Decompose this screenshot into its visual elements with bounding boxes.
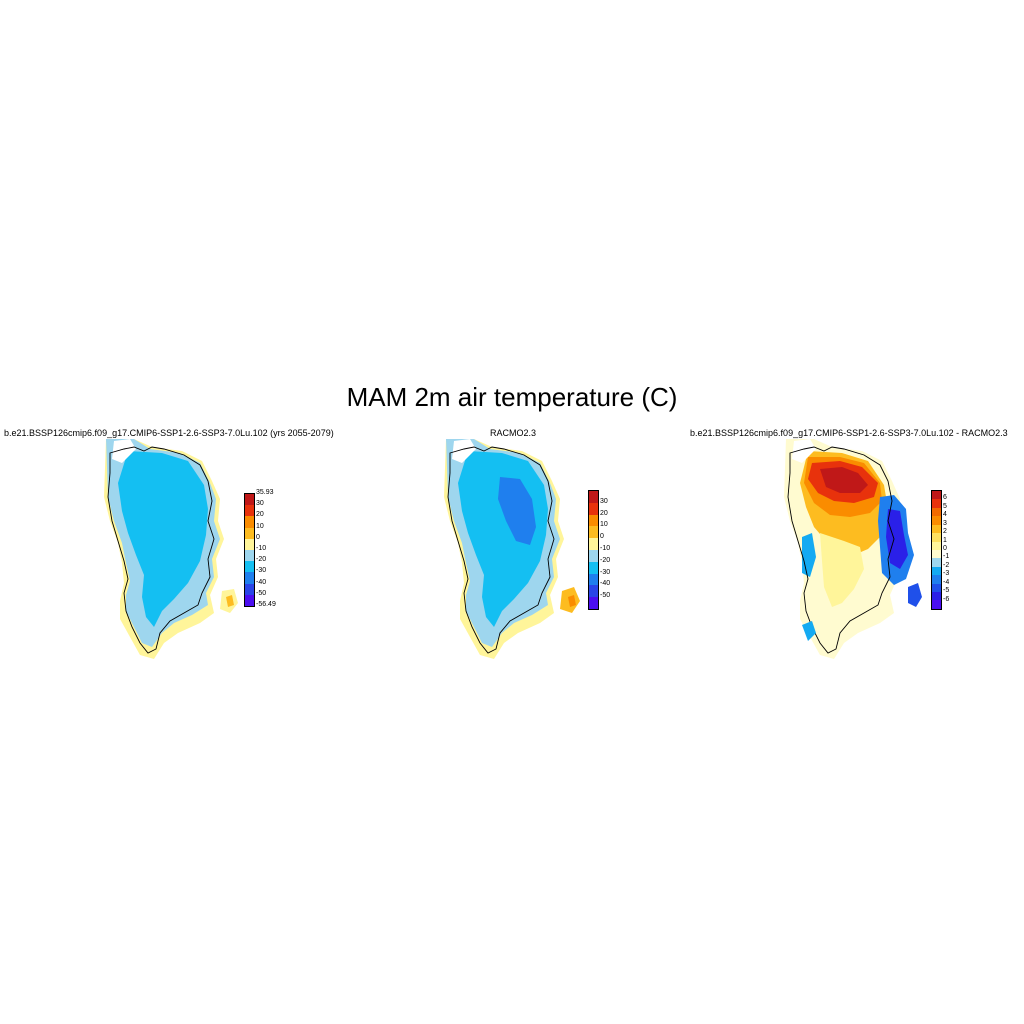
colorbar-tick-label: -6 [943,595,950,603]
colorbar-swatch [245,561,254,573]
colorbar-swatch [932,499,941,508]
colorbar-swatch [589,538,598,550]
colorbar-tick-label: -1 [943,553,950,561]
colorbar-tick-label: -3 [943,570,950,578]
colorbar-tick-label: -50 [600,592,611,600]
colorbar-tick-label: 20 [256,511,264,519]
colorbar-tick-label: -5 [943,587,950,595]
colorbar-swatch [589,597,598,609]
colorbar-swatch [932,533,941,542]
colorbar-swatch [245,572,254,584]
colorbar-tick-label: 30 [256,500,264,508]
colorbar-tick-label: -20 [600,556,611,564]
colorbar-swatch [245,549,254,562]
colorbar-swatch [932,592,941,601]
colorbar-tick-label: 20 [600,509,608,517]
colorbar-swatch [932,583,941,593]
colorbar-swatch [932,491,941,500]
colorbar-tick-label: 3 [943,519,947,527]
colorbar-tick-label: 1 [943,536,947,544]
colorbar-tick-label: -56.49 [256,601,276,608]
colorbar-tick-label: 10 [256,522,264,530]
colorbar-tick-label: 0 [943,545,947,552]
colorbar-tick-label: 2 [943,528,947,536]
colorbar-tick-label: 6 [943,494,947,502]
colorbar-swatch [245,516,254,528]
greenland-map-diff [784,439,922,659]
colorbar-swatch [589,514,598,527]
colorbar-swatch [932,524,941,534]
colorbar-tick-label: -4 [943,578,950,586]
panel-title-obs: RACMO2.3 [490,428,537,438]
colorbar-obs [588,490,599,610]
colorbar-tick-label: 5 [943,502,947,510]
colorbar-model [244,493,255,607]
colorbar-swatch [245,494,254,506]
panel-title-diff: b.e21.BSSP126cmip6.f09_g17.CMIP6-SSP1-2.… [690,428,1008,438]
colorbar-tick-label: -50 [256,589,267,597]
colorbar-swatch [932,541,941,550]
colorbar-swatch [589,549,598,562]
colorbar-tick-label: 30 [600,497,608,505]
greenland-map-obs [444,439,580,659]
colorbar-swatch [932,566,941,576]
colorbar-swatch [589,573,598,586]
colorbar-swatch [932,516,941,525]
colorbar-tick-label: -2 [943,561,950,569]
panel-title-model: b.e21.BSSP126cmip6.f09_g17.CMIP6-SSP1-2.… [4,428,334,438]
colorbar-swatch [245,594,254,606]
colorbar-tick-label: -30 [256,567,267,575]
colorbar-swatch [932,507,941,517]
colorbar-tick-label: 10 [600,521,608,529]
colorbar-swatch [589,491,598,503]
colorbar-tick-label: -10 [256,545,267,552]
greenland-map-model [104,439,238,659]
colorbar-tick-label: 0 [256,533,260,541]
colorbar-tick-label: 0 [600,533,604,541]
colorbar-tick-label: -40 [600,580,611,588]
colorbar-tick-label: 4 [943,511,947,519]
colorbar-tick-label: 35.93 [256,489,274,496]
colorbar-swatch [589,585,598,598]
colorbar-tick-label: -40 [256,578,267,586]
colorbar-swatch [245,505,254,517]
colorbar-swatch [932,558,941,567]
colorbar-swatch [932,600,941,609]
colorbar-swatch [589,526,598,539]
colorbar-swatch [932,549,941,559]
colorbar-diff [931,490,942,610]
colorbar-swatch [589,502,598,515]
colorbar-swatch [245,538,254,550]
colorbar-swatch [245,527,254,539]
colorbar-tick-label: -20 [256,556,267,564]
colorbar-swatch [589,561,598,574]
colorbar-tick-label: -30 [600,568,611,576]
colorbar-swatch [932,575,941,584]
colorbar-tick-label: -10 [600,545,611,552]
figure-title: MAM 2m air temperature (C) [346,382,678,412]
colorbar-swatch [245,583,254,595]
